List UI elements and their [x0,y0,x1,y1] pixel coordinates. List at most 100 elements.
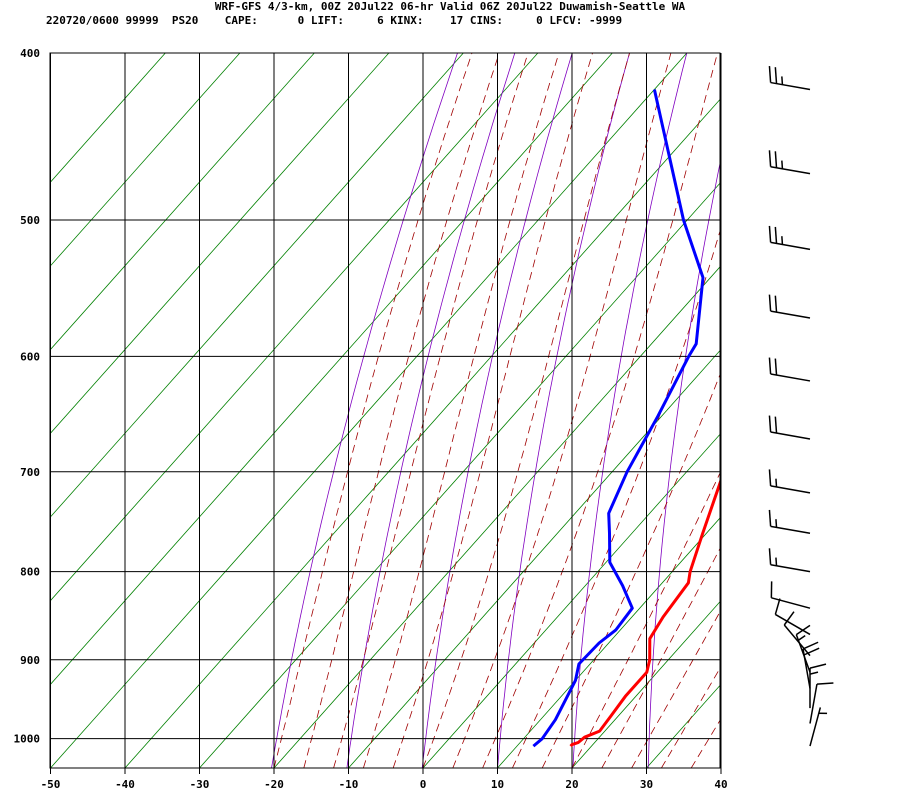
wind-barb [809,663,827,709]
isotherm-line [497,517,720,768]
dewpoint-profile [532,89,705,748]
barb-flag-full [774,295,778,313]
isotherm-line [50,53,464,519]
isotherm-line [50,53,315,351]
isotherm-line [50,53,390,435]
wind-barb [768,225,811,251]
dry-adiabat [421,53,573,768]
isotherm-line [348,349,720,768]
x-tick-label: -20 [264,778,284,791]
barb-flag-full [768,150,772,167]
barb-flag-full [768,415,772,433]
barb-flag-half [775,557,778,566]
sounding-indices: 220720/0600 99999 PS20 CAPE: 0 LIFT: 6 K… [46,14,623,27]
barb-flag-full [768,66,772,83]
isotherm-line [50,53,613,686]
y-tick-label: 600 [20,350,40,363]
moist-adiabat [631,611,720,768]
barb-flag-full [774,151,778,168]
moist-adiabat [392,53,593,768]
moist-adiabat [363,53,560,768]
series-layer [532,89,720,748]
wind-barb [768,357,811,382]
barb-shaft [783,624,811,657]
barb-flag-half [775,519,778,528]
isotherm-line [50,53,539,602]
grid [50,52,722,768]
wind-barb [768,150,811,175]
moist-adiabat [690,719,720,768]
x-tick-label: -40 [115,778,135,791]
barb-flag-full [774,226,778,244]
barb-flag-full [768,294,772,312]
barb-shaft [774,613,811,636]
dry-adiabat [798,53,859,768]
barb-shaft [770,310,811,319]
wind-barb [768,294,811,319]
wind-barb [770,581,811,609]
moist-adiabat [571,472,720,768]
barb-flag-full [768,548,772,565]
wind-barb [768,548,811,573]
moist-adiabat [512,229,720,768]
wind-barb [809,682,834,724]
barb-shaft [770,373,811,382]
moist-adiabat [661,667,720,768]
isotherm-line [721,53,900,768]
wind-barb [809,707,828,747]
isotherm-line [571,601,720,768]
isotherm-line [796,53,900,768]
barb-flag-full [809,663,827,669]
barb-shaft [802,648,811,689]
moist-adiabat [422,53,630,768]
wind-barb [768,415,811,440]
background-lines [50,53,900,768]
barb-shaft [771,597,811,609]
isotherm-line [124,98,720,768]
y-axis: 400 500 600 700 800 900 1000 [14,47,41,746]
dry-adiabat [724,53,802,768]
isotherm-line [646,684,720,768]
y-tick-label: 500 [20,214,40,227]
barb-flag-full [795,624,811,636]
moist-adiabat [452,53,672,768]
barb-shaft [770,241,811,251]
barb-flag-half [781,76,784,85]
wind-barb [802,641,820,689]
barb-flag-full [783,611,795,626]
moist-adiabat [333,53,529,768]
barb-shaft [809,707,822,747]
isotherm-line [199,182,720,768]
barb-flag-full [803,647,820,656]
barb-flag-full [768,225,772,243]
wind-barb [768,66,811,91]
x-tick-label: 10 [491,778,504,791]
barb-flag-full [774,416,778,434]
barb-flag-full [774,358,778,376]
dry-adiabat [869,53,900,768]
wind-barb [783,611,811,657]
barb-flag-full [802,641,819,650]
wind-barb [768,469,811,494]
dry-adiabat [647,161,720,768]
barb-flag-full [816,682,834,685]
barb-flag-full [774,598,781,615]
y-tick-label: 900 [20,654,40,667]
y-tick-label: 800 [20,566,40,579]
dry-adiabat [497,53,630,768]
x-tick-label: 40 [714,778,727,791]
isotherm-line [50,53,241,267]
x-tick-label: 0 [420,778,427,791]
y-tick-label: 400 [20,47,40,60]
plot-frame [49,52,721,769]
barb-flag-full [768,509,772,527]
isotherm-line [422,433,720,768]
dry-adiabat [572,53,688,768]
x-tick-label: -10 [339,778,359,791]
isotherm-line [273,266,720,768]
barb-shaft [770,485,811,494]
wind-barbs [768,66,834,747]
wind-barb [774,598,811,636]
moist-adiabat [303,53,500,768]
